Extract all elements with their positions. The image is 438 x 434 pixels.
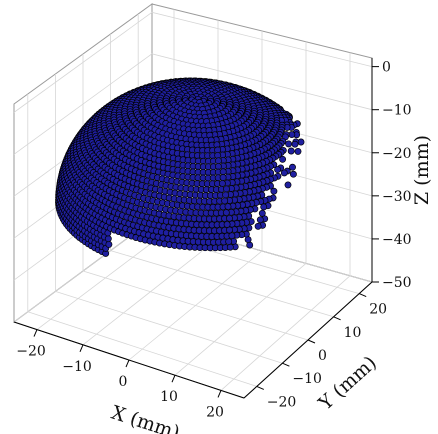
scatter-point — [256, 216, 264, 224]
x-tick-mark — [171, 375, 176, 383]
x-tick-label: 0 — [119, 374, 128, 390]
x-tick-mark — [217, 390, 222, 398]
scatter-point — [223, 185, 230, 193]
scatter-point — [221, 197, 229, 205]
y-tick-mark — [359, 293, 367, 298]
x-tick-label: 10 — [160, 389, 178, 405]
grid-line-y — [82, 270, 309, 341]
grid-line-y — [110, 250, 334, 318]
scatter-point — [258, 209, 266, 217]
z-tick-label: −50 — [382, 275, 412, 291]
scatter-point — [104, 235, 112, 243]
scatter-point — [228, 232, 236, 240]
x-tick-label: −10 — [62, 359, 92, 375]
scatter-point — [284, 181, 292, 189]
grid-line-x — [174, 263, 307, 376]
y-tick-label: −10 — [292, 371, 322, 387]
grid-line-x — [220, 275, 351, 391]
y-tick-mark — [256, 385, 264, 390]
z-tick-label: −30 — [382, 189, 412, 205]
z-tick-label: −40 — [382, 232, 412, 248]
scatter-point — [280, 169, 288, 177]
scatter-point — [260, 203, 268, 211]
scatter-point — [222, 191, 230, 199]
z-tick-label: −10 — [382, 103, 412, 119]
scatter-point — [226, 226, 233, 234]
scatter-point — [219, 174, 227, 181]
scatter-point — [289, 170, 297, 178]
scatter-point — [222, 209, 230, 217]
scatter-point — [219, 168, 227, 176]
y-tick-label: 10 — [344, 325, 362, 341]
x-tick-label: 20 — [206, 404, 224, 420]
x-axis: −20 −10 0 10 20 X (mm) — [13, 321, 245, 434]
scatter-point — [291, 140, 299, 148]
scatter-point — [289, 163, 296, 171]
scatter-point — [226, 243, 234, 251]
x-tick-mark — [33, 329, 38, 337]
scatter-point — [224, 203, 232, 211]
scatter-point — [279, 155, 287, 163]
scatter-point — [223, 220, 231, 228]
y-tick-label: 0 — [318, 348, 327, 364]
scatter-point — [294, 147, 302, 155]
z-axis: 0 −10 −20 −30 −40 −50 Z (mm) — [371, 58, 433, 291]
scatter-points — [55, 77, 305, 257]
y-tick-mark — [333, 316, 341, 321]
grid-line-z — [13, 53, 373, 155]
x-tick-mark — [79, 344, 84, 352]
scatter-point — [226, 214, 233, 222]
z-tick-label: 0 — [382, 60, 391, 76]
scatter-point — [285, 140, 293, 148]
scatter-point — [270, 187, 278, 195]
x-axis-title: X (mm) — [109, 402, 183, 434]
y-tick-label: −20 — [267, 394, 297, 410]
z-tick-label: −20 — [382, 146, 412, 162]
y-tick-mark — [282, 362, 290, 367]
scatter-point — [105, 240, 113, 248]
scatter-point — [214, 162, 222, 170]
x-tick-label: −20 — [16, 344, 46, 360]
y-tick-mark — [307, 339, 316, 344]
scatter-point — [254, 222, 262, 230]
y-tick-label: 20 — [369, 302, 387, 318]
scatter-point — [225, 238, 233, 246]
z-axis-title: Z (mm) — [411, 135, 433, 205]
scatter-point — [287, 147, 295, 155]
scatter-point — [218, 179, 226, 187]
x-tick-mark — [125, 359, 130, 368]
scatter-point — [274, 166, 282, 174]
grid-line-z — [13, 11, 373, 113]
